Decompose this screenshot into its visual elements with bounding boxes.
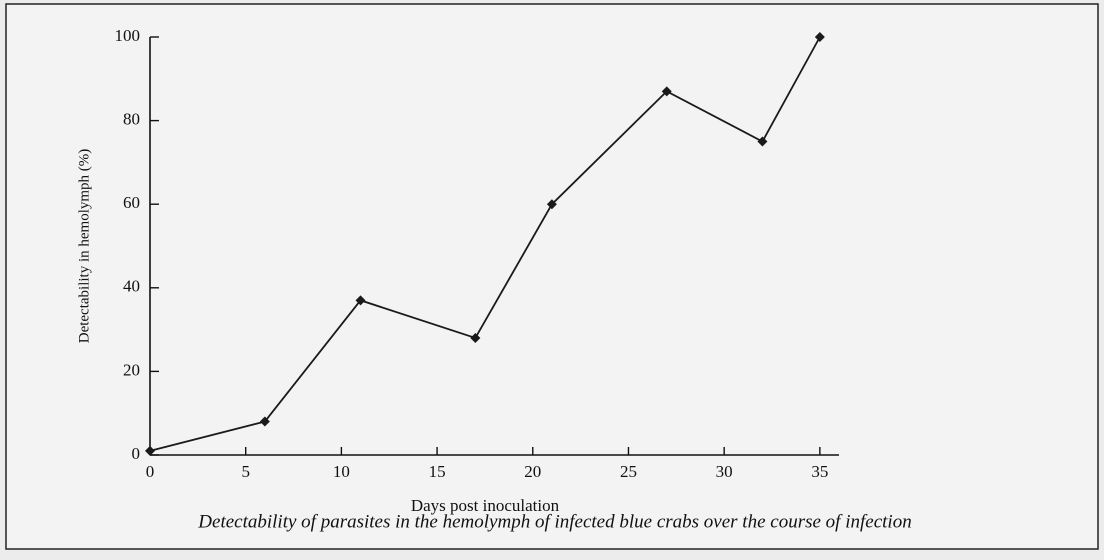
x-tick-label: 35	[811, 462, 828, 481]
data-point	[814, 32, 825, 42]
y-tick-label: 100	[115, 26, 141, 45]
caption: Detectability of parasites in the hemoly…	[197, 511, 911, 532]
data-point	[145, 445, 155, 456]
data-point	[355, 295, 366, 306]
x-tick-label: 20	[524, 462, 541, 481]
data-point	[470, 332, 481, 343]
y-tick-label: 40	[123, 277, 140, 296]
y-tick-label: 0	[132, 444, 141, 463]
data-point	[757, 136, 768, 147]
y-tick-label: 60	[123, 193, 140, 212]
x-tick-label: 30	[716, 462, 733, 481]
y-axis-label: Detectability in hemolymph (%)	[76, 149, 92, 344]
x-tick-label: 5	[241, 462, 250, 481]
data-point	[259, 416, 270, 427]
x-tick-label: 10	[333, 462, 350, 481]
data-line	[149, 36, 821, 452]
x-tick-label: 15	[429, 462, 446, 481]
x-tick-label: 25	[620, 462, 637, 481]
x-axis-label: Days post inoculation	[411, 496, 560, 515]
y-tick-label: 80	[123, 110, 140, 129]
frame	[5, 3, 1099, 550]
data-point	[546, 199, 557, 210]
x-tick-label: 0	[146, 462, 155, 481]
y-tick-label: 20	[123, 360, 140, 379]
data-point	[661, 86, 672, 97]
